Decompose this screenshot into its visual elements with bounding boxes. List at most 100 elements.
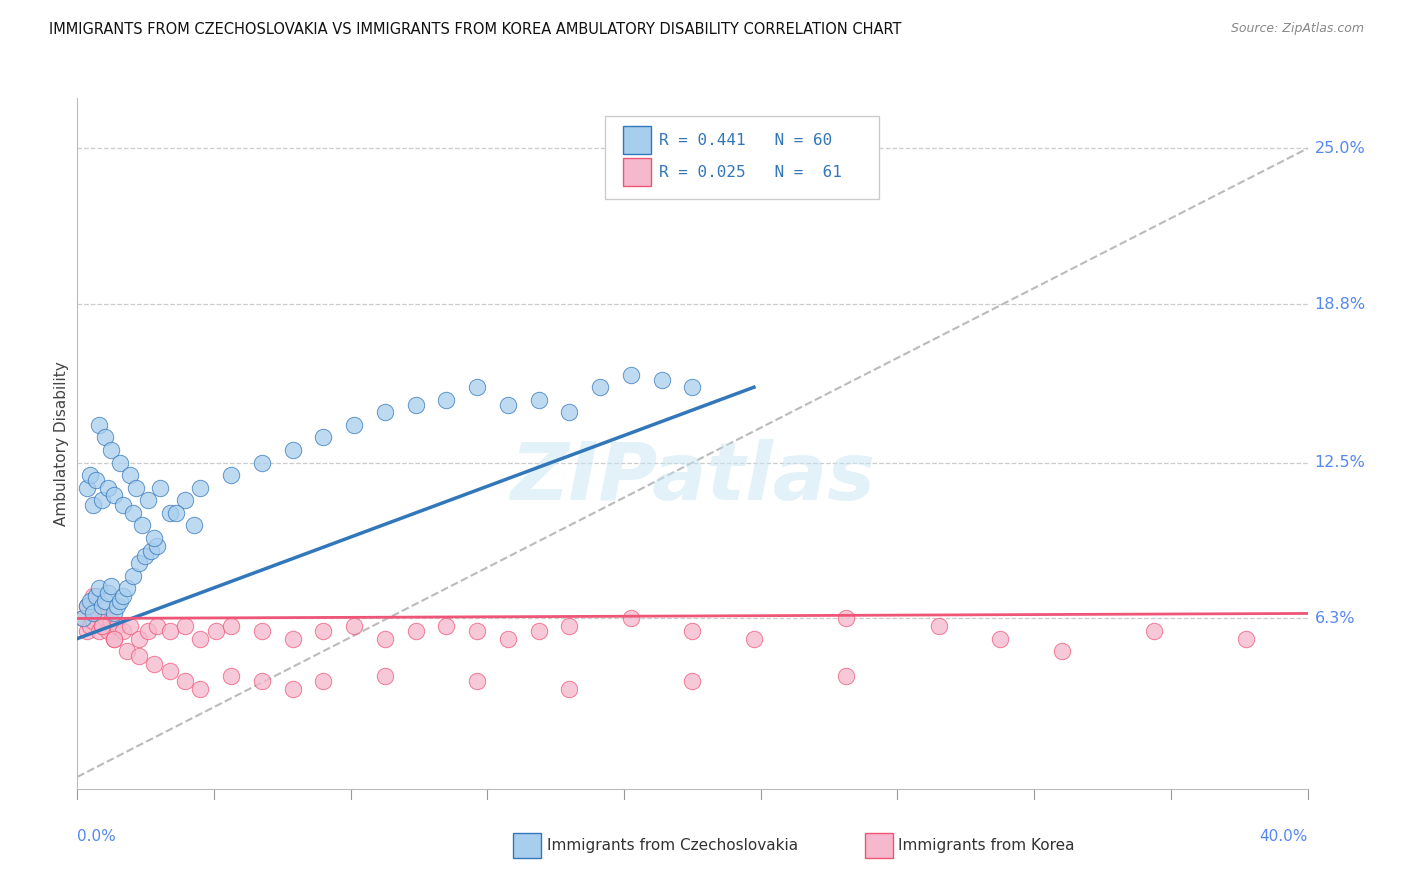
Point bbox=[188, 681, 212, 696]
Point bbox=[312, 674, 335, 689]
Point bbox=[219, 468, 242, 483]
Point bbox=[496, 632, 519, 646]
Point bbox=[988, 632, 1011, 646]
Point bbox=[183, 518, 205, 533]
Point bbox=[94, 611, 117, 625]
Point bbox=[188, 632, 212, 646]
Point bbox=[87, 624, 110, 638]
Point bbox=[558, 619, 581, 633]
Point bbox=[105, 599, 128, 613]
Point bbox=[82, 499, 104, 513]
Point bbox=[76, 599, 98, 613]
Point bbox=[84, 473, 107, 487]
Point bbox=[125, 481, 148, 495]
Point bbox=[835, 611, 858, 625]
Point bbox=[128, 649, 150, 664]
Point bbox=[112, 499, 135, 513]
Point bbox=[558, 405, 581, 419]
Point bbox=[149, 481, 172, 495]
Point bbox=[835, 669, 858, 683]
Point bbox=[100, 579, 122, 593]
Point bbox=[219, 669, 242, 683]
Text: ZIPatlas: ZIPatlas bbox=[510, 440, 875, 517]
Point bbox=[374, 405, 396, 419]
Point bbox=[496, 398, 519, 412]
Point bbox=[121, 568, 143, 582]
Text: 25.0%: 25.0% bbox=[1315, 141, 1365, 156]
Point bbox=[928, 619, 950, 633]
Point bbox=[100, 443, 122, 458]
Point bbox=[112, 589, 135, 603]
Point bbox=[84, 589, 107, 603]
Point bbox=[558, 681, 581, 696]
Point bbox=[250, 624, 273, 638]
Point bbox=[112, 624, 135, 638]
Point bbox=[103, 488, 125, 502]
Text: R = 0.025   N =  61: R = 0.025 N = 61 bbox=[659, 165, 842, 179]
Text: Immigrants from Korea: Immigrants from Korea bbox=[898, 838, 1076, 853]
Point bbox=[79, 468, 101, 483]
Point bbox=[281, 681, 304, 696]
Point bbox=[97, 481, 120, 495]
Point bbox=[174, 674, 197, 689]
Point bbox=[174, 493, 197, 508]
Point bbox=[620, 368, 643, 382]
Point bbox=[97, 586, 120, 600]
Point bbox=[76, 599, 98, 613]
Point bbox=[343, 417, 366, 432]
Point bbox=[146, 539, 169, 553]
Text: IMMIGRANTS FROM CZECHOSLOVAKIA VS IMMIGRANTS FROM KOREA AMBULATORY DISABILITY CO: IMMIGRANTS FROM CZECHOSLOVAKIA VS IMMIGR… bbox=[49, 22, 901, 37]
Point bbox=[105, 619, 128, 633]
Point bbox=[165, 506, 187, 520]
Point bbox=[103, 632, 125, 646]
Point bbox=[527, 392, 550, 407]
Point bbox=[94, 430, 117, 444]
Point bbox=[115, 644, 138, 658]
Point bbox=[527, 624, 550, 638]
Point bbox=[312, 624, 335, 638]
Point bbox=[82, 614, 104, 628]
Point bbox=[405, 398, 427, 412]
Point bbox=[159, 665, 181, 679]
Point bbox=[188, 481, 212, 495]
Point bbox=[79, 594, 101, 608]
Point bbox=[110, 456, 132, 470]
Point bbox=[1234, 632, 1257, 646]
Point bbox=[742, 632, 765, 646]
Point bbox=[72, 611, 94, 625]
Point bbox=[103, 607, 125, 621]
Point bbox=[76, 624, 98, 638]
Point bbox=[1143, 624, 1166, 638]
Text: 40.0%: 40.0% bbox=[1260, 830, 1308, 844]
Point bbox=[90, 619, 114, 633]
Point bbox=[110, 594, 132, 608]
Point bbox=[146, 619, 169, 633]
Point bbox=[682, 624, 704, 638]
Point bbox=[343, 619, 366, 633]
Point bbox=[134, 549, 156, 563]
Point bbox=[436, 392, 458, 407]
Text: 0.0%: 0.0% bbox=[77, 830, 117, 844]
Point bbox=[374, 669, 396, 683]
Point bbox=[589, 380, 612, 394]
Point bbox=[159, 506, 181, 520]
Point bbox=[118, 468, 141, 483]
Point bbox=[143, 657, 166, 671]
Point bbox=[136, 624, 159, 638]
Point bbox=[250, 674, 273, 689]
Point bbox=[87, 417, 110, 432]
Point bbox=[174, 619, 197, 633]
Point bbox=[159, 624, 181, 638]
Text: R = 0.441   N = 60: R = 0.441 N = 60 bbox=[659, 133, 832, 147]
Point bbox=[141, 543, 163, 558]
Point bbox=[87, 582, 110, 596]
Text: Immigrants from Czechoslovakia: Immigrants from Czechoslovakia bbox=[547, 838, 799, 853]
Point bbox=[143, 531, 166, 545]
Text: 18.8%: 18.8% bbox=[1315, 297, 1365, 311]
Point bbox=[651, 373, 673, 387]
Point bbox=[115, 582, 138, 596]
Point bbox=[100, 614, 122, 628]
Point bbox=[682, 380, 704, 394]
Point bbox=[281, 443, 304, 458]
Point bbox=[84, 607, 107, 621]
